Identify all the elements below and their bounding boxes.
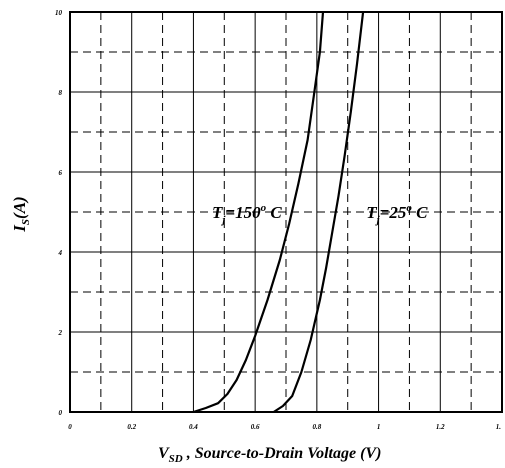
x-tick-label: 0 bbox=[68, 423, 72, 431]
x-tick-label: 1. bbox=[496, 423, 502, 431]
x-axis-label: VSD , Source-to-Drain Voltage (V) bbox=[158, 445, 381, 465]
x-tick-label: 0.6 bbox=[251, 423, 260, 431]
x-tick-label: 0.2 bbox=[127, 423, 136, 431]
x-tick-label: 1.2 bbox=[436, 423, 445, 431]
series-line-1 bbox=[273, 11, 365, 413]
x-tick-label: 0.4 bbox=[189, 423, 198, 431]
y-axis-label: IS(A) bbox=[10, 196, 32, 232]
y-tick-label: 0 bbox=[59, 409, 63, 417]
x-tick-label: 0.8 bbox=[312, 423, 321, 431]
y-tick-label: 10 bbox=[55, 9, 63, 17]
series-line-0 bbox=[193, 11, 325, 414]
grid bbox=[70, 12, 502, 412]
curves bbox=[193, 11, 365, 414]
y-tick-label: 4 bbox=[58, 249, 63, 257]
y-tick-label: 6 bbox=[59, 169, 63, 177]
annotation-tj-150: Tj=150o C bbox=[212, 202, 282, 226]
plot-frame bbox=[69, 11, 503, 413]
annotation-tj-25: Tj=25o C bbox=[366, 202, 428, 226]
y-tick-label: 8 bbox=[59, 89, 63, 97]
tick-labels: 0 0.2 0.4 0.6 0.8 1 1.2 1. 0 2 4 6 8 10 bbox=[55, 9, 501, 431]
y-tick-label: 2 bbox=[58, 329, 63, 337]
x-tick-label: 1 bbox=[377, 423, 381, 431]
